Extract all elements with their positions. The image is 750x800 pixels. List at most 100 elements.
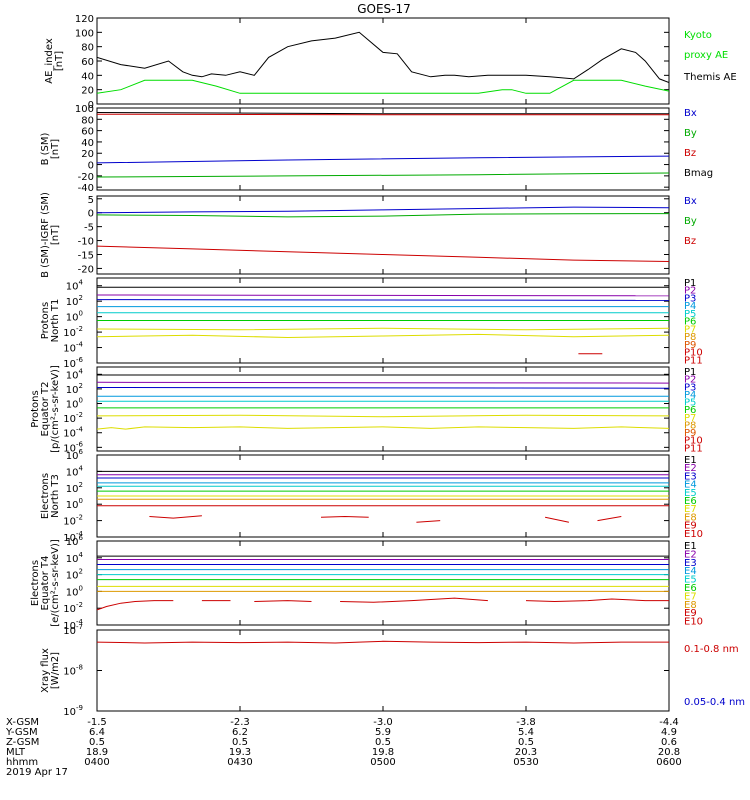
legend-item: P1	[684, 278, 696, 289]
y-axis-label: AE_index	[44, 38, 55, 84]
y-tick-label: 100	[66, 310, 83, 324]
date-label: 2019 Apr 17	[6, 767, 68, 778]
y-tick-label: 106	[66, 534, 84, 548]
y-tick-label: 40	[81, 138, 94, 149]
x-axis-value: 6.4	[89, 727, 105, 738]
y-tick-exponent: -2	[76, 514, 83, 522]
legend-item: E4	[684, 480, 697, 491]
y-tick-label: -15	[78, 251, 94, 262]
series-line	[97, 31, 669, 83]
x-axis-value: 0.5	[518, 737, 534, 748]
y-tick-exponent: -2	[76, 411, 83, 419]
y-axis-label: [nT]	[50, 225, 61, 245]
legend-item: By	[684, 128, 697, 139]
legend-item: P3	[684, 382, 696, 393]
panel-frame	[96, 195, 670, 275]
x-axis-value: 0.5	[89, 737, 105, 748]
legend-item: P10	[684, 436, 703, 447]
y-axis-label: Equator T2	[40, 382, 51, 437]
legend-item: Bx	[684, 196, 697, 207]
x-axis-value: -2.3	[230, 717, 250, 728]
y-axis-label: [W/m2]	[50, 652, 61, 689]
legend-item: 0.1-0.8 nm	[684, 644, 739, 655]
y-tick-exponent: 4	[79, 367, 84, 375]
legend-item: E2	[684, 463, 697, 474]
legend-item: P9	[684, 340, 696, 351]
y-tick-exponent: 6	[79, 448, 84, 456]
y-tick-label: -40	[78, 183, 94, 194]
x-axis-row-y-gsm: Y-GSM 6.4 6.2 5.9 5.4 4.9	[5, 727, 677, 738]
series-line	[97, 113, 669, 116]
y-axis-label: [p/(cm²-s-sr-keV)]	[50, 365, 61, 453]
x-axis-value: 6.2	[232, 727, 248, 738]
series-line	[97, 387, 669, 389]
y-tick-label: 10-2	[63, 601, 83, 615]
y-tick-label: 106	[66, 448, 84, 462]
y-tick-exponent: -6	[76, 440, 84, 448]
y-tick-label: 10-2	[63, 514, 83, 528]
y-axis-label: [nT]	[50, 139, 61, 159]
legend-item: E3	[684, 471, 697, 482]
y-tick-label: 100	[66, 397, 83, 411]
legend-item: P2	[684, 286, 696, 297]
series-line	[149, 515, 202, 519]
series-line	[97, 245, 669, 262]
y-axis-label: Equator T4	[40, 556, 51, 611]
series-line	[97, 112, 669, 115]
y-tick-label: -10	[78, 237, 94, 248]
y-tick-label: 10-4	[63, 341, 83, 355]
y-axis-label: Protons	[30, 390, 41, 427]
legend-item: Themis AE	[683, 72, 737, 83]
panel-ae: 0 20 40 60 80 100 120 AE_index [nT] Kyoto proxy AE…	[44, 14, 737, 111]
legend-item: E8	[684, 600, 697, 611]
series-line	[320, 515, 369, 518]
series-line	[597, 516, 622, 522]
series-line	[97, 600, 174, 611]
series-line	[97, 381, 669, 384]
y-tick-label: 10-2	[63, 325, 83, 339]
legend-item: Bz	[684, 236, 696, 247]
legend-item: P11	[684, 355, 703, 366]
x-axis-value: 5.9	[375, 727, 391, 738]
y-axis-label: B (SM)-IGRF (SM)	[40, 192, 51, 278]
y-tick-exponent: 2	[79, 568, 83, 576]
y-tick-label: 20	[81, 86, 94, 97]
y-tick-label: 0	[88, 161, 94, 172]
x-axis-value: 0500	[370, 757, 395, 768]
y-tick-label: 40	[81, 71, 94, 82]
legend-item: By	[684, 216, 697, 227]
x-axis-value: 20.8	[658, 747, 680, 758]
y-tick-label: -20	[78, 264, 94, 275]
x-axis-value: -3.0	[373, 717, 393, 728]
legend-item: E7	[684, 504, 697, 515]
y-tick-label: 10-4	[63, 426, 83, 440]
y-axis-label: B (SM)	[40, 132, 51, 165]
y-tick-label: 120	[75, 14, 94, 25]
legend-item: P8	[684, 420, 696, 431]
x-axis-value: 0600	[656, 757, 681, 768]
y-tick-exponent: 0	[79, 310, 83, 318]
y-tick-label: 10-8	[63, 664, 83, 678]
x-axis-row-x-gsm: X-GSM -1.5 -2.3 -3.0 -3.8 -4.4	[6, 717, 679, 728]
series-line	[97, 333, 669, 339]
legend-item: P5	[684, 398, 696, 409]
y-tick-label: 0	[88, 209, 94, 220]
legend-item: proxy AE	[684, 50, 728, 61]
y-tick-label: 104	[66, 464, 84, 478]
x-axis-value: 20.3	[515, 747, 537, 758]
y-tick-label: 60	[81, 57, 94, 68]
y-axis-label: Electrons	[30, 560, 41, 606]
y-tick-exponent: -4	[76, 530, 84, 538]
legend-item: P9	[684, 428, 696, 439]
x-axis-value: 0.5	[232, 737, 248, 748]
legend-item: E8	[684, 512, 697, 523]
y-axis-label: Xray flux	[40, 648, 51, 693]
legend-item: E6	[684, 496, 697, 507]
legend-item: P4	[684, 390, 696, 401]
y-tick-label: 60	[81, 127, 94, 138]
